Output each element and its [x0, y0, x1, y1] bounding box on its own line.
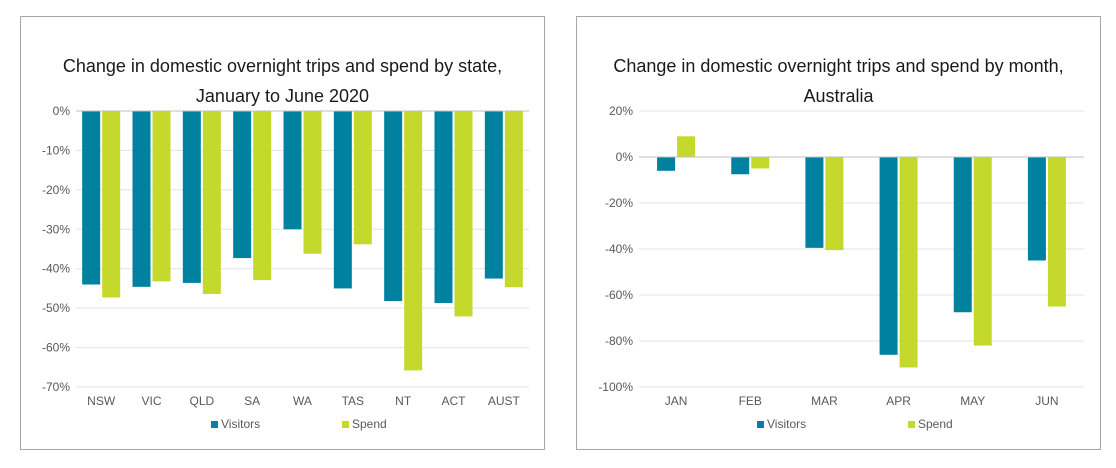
bar-visitors-qld: [182, 111, 201, 283]
bar-chart-by-month: 20% 0% -20% -40% -60% -80% -100% JAN FEB MAR APR MA…: [598, 104, 1084, 408]
bar-visitors-jun: [1027, 157, 1046, 261]
bar-visitors-vic: [132, 111, 151, 287]
chart-title-line-2: January to June 2020: [195, 86, 370, 106]
bar-spend-vic: [152, 111, 171, 282]
bar-spend-feb: [751, 157, 770, 169]
chart-title-line-2: Australia: [803, 86, 874, 106]
y-tick-label: -40%: [605, 242, 633, 256]
bar-visitors-tas: [333, 111, 352, 289]
bar-visitors-wa: [283, 111, 302, 230]
y-tick-label: -10%: [42, 143, 70, 157]
bar-spend-sa: [253, 111, 272, 281]
bar-visitors-apr: [879, 157, 898, 355]
chart-panel-by-state: Change in domestic overnight trips and s…: [20, 16, 545, 450]
bar-spend-apr: [899, 157, 918, 368]
y-tick-label: -20%: [605, 196, 633, 210]
bar-spend-aust: [504, 111, 523, 288]
bar-spend-tas: [353, 111, 372, 245]
legend-swatch-spend: [908, 420, 915, 428]
bar-spend-mar: [825, 157, 844, 251]
bar-visitors-act: [434, 111, 453, 304]
bar-visitors-feb: [731, 157, 750, 175]
x-tick-label: NT: [395, 394, 412, 408]
bar-visitors-nt: [384, 111, 403, 302]
y-tick-label: -30%: [42, 222, 70, 236]
x-tick-label: SA: [244, 394, 260, 408]
y-tick-label: -100%: [598, 380, 633, 394]
x-tick-label: WA: [293, 394, 312, 408]
x-tick-label: ACT: [442, 394, 467, 408]
y-tick-label: -40%: [42, 262, 70, 276]
legend-swatch-spend: [342, 420, 349, 428]
bar-spend-may: [973, 157, 992, 346]
chart-panel-by-month: Change in domestic overnight trips and s…: [576, 16, 1101, 450]
bar-spend-nt: [404, 111, 423, 371]
legend-item-visitors: Visitors: [757, 417, 806, 431]
bar-spend-jun: [1047, 157, 1066, 307]
legend-label-visitors: Visitors: [767, 417, 807, 431]
chart-title: Change in domestic overnight trips and s…: [21, 51, 544, 111]
bar-visitors-nsw: [82, 111, 101, 285]
x-tick-label: VIC: [141, 394, 161, 408]
legend-label-spend: Spend: [352, 417, 387, 431]
bar-visitors-sa: [233, 111, 252, 259]
bar-visitors-may: [953, 157, 972, 313]
chart-title: Change in domestic overnight trips and s…: [577, 51, 1100, 111]
y-tick-label: -50%: [42, 301, 70, 315]
bar-chart-by-state: 0% -10% -20% -30% -40% -50% -60% -70% NSW VIC QLD S…: [42, 104, 529, 408]
chart-title-line-1: Change in domestic overnight trips and s…: [613, 56, 1064, 76]
bar-visitors-mar: [805, 157, 824, 248]
x-tick-label: AUST: [488, 394, 521, 408]
y-tick-label: -60%: [605, 288, 633, 302]
bar-visitors-aust: [484, 111, 503, 279]
x-tick-label: TAS: [342, 394, 364, 408]
bar-spend-act: [454, 111, 473, 317]
y-tick-label: -80%: [605, 334, 633, 348]
x-tick-label: APR: [886, 394, 911, 408]
x-tick-label: NSW: [87, 394, 116, 408]
chart-title-line-1: Change in domestic overnight trips and s…: [62, 56, 503, 76]
x-tick-label: MAR: [811, 394, 838, 408]
bar-spend-wa: [303, 111, 322, 254]
legend-label-visitors: Visitors: [221, 417, 261, 431]
legend-item-visitors: Visitors: [211, 417, 260, 431]
legend-label-spend: Spend: [918, 417, 953, 431]
y-tick-label: 0%: [616, 150, 634, 164]
bar-spend-qld: [202, 111, 221, 294]
legend-swatch-visitors: [211, 420, 218, 428]
y-tick-label: -70%: [42, 380, 70, 394]
bar-spend-jan: [677, 136, 696, 157]
x-tick-label: JAN: [665, 394, 688, 408]
x-tick-label: JUN: [1035, 394, 1058, 408]
bar-spend-nsw: [102, 111, 121, 298]
legend-item-spend: Spend: [908, 417, 953, 431]
x-tick-label: FEB: [739, 394, 762, 408]
y-tick-label: -20%: [42, 183, 70, 197]
y-tick-label: -60%: [42, 341, 70, 355]
legend-item-spend: Spend: [342, 417, 387, 431]
bar-visitors-jan: [657, 157, 676, 171]
x-tick-label: QLD: [189, 394, 214, 408]
y-tick-label: 20%: [609, 104, 633, 118]
legend-swatch-visitors: [757, 420, 764, 428]
y-tick-label: 0%: [53, 104, 71, 118]
x-tick-label: MAY: [960, 394, 985, 408]
